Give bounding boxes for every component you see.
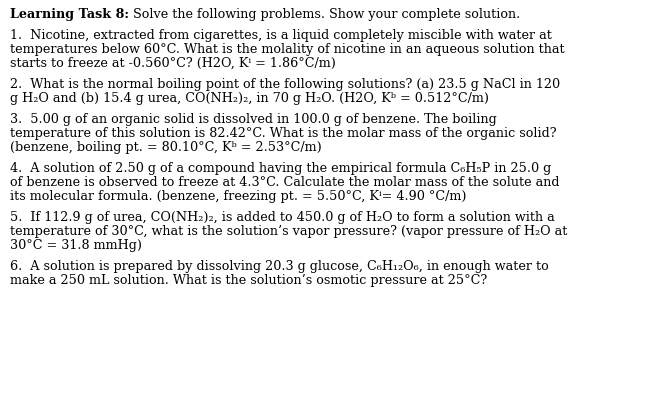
Text: make a 250 mL solution. What is the solution’s osmotic pressure at 25°C?: make a 250 mL solution. What is the solu…: [10, 274, 487, 287]
Text: 1.  Nicotine, extracted from cigarettes, is a liquid completely miscible with wa: 1. Nicotine, extracted from cigarettes, …: [10, 29, 552, 42]
Text: starts to freeze at -0.560°C? (H2O, Kⁱ = 1.86°C/m): starts to freeze at -0.560°C? (H2O, Kⁱ =…: [10, 57, 336, 70]
Text: of benzene is observed to freeze at 4.3°C. Calculate the molar mass of the solut: of benzene is observed to freeze at 4.3°…: [10, 176, 560, 189]
Text: temperature of this solution is 82.42°C. What is the molar mass of the organic s: temperature of this solution is 82.42°C.…: [10, 127, 557, 140]
Text: 5.  If 112.9 g of urea, CO(NH₂)₂, is added to 450.0 g of H₂O to form a solution : 5. If 112.9 g of urea, CO(NH₂)₂, is adde…: [10, 211, 555, 224]
Text: Learning Task 8:: Learning Task 8:: [10, 8, 129, 21]
Text: temperatures below 60°C. What is the molality of nicotine in an aqueous solution: temperatures below 60°C. What is the mol…: [10, 43, 564, 56]
Text: 30°C = 31.8 mmHg): 30°C = 31.8 mmHg): [10, 239, 142, 252]
Text: (benzene, boiling pt. = 80.10°C, Kᵇ = 2.53°C/m): (benzene, boiling pt. = 80.10°C, Kᵇ = 2.…: [10, 141, 322, 154]
Text: g H₂O and (b) 15.4 g urea, CO(NH₂)₂, in 70 g H₂O. (H2O, Kᵇ = 0.512°C/m): g H₂O and (b) 15.4 g urea, CO(NH₂)₂, in …: [10, 92, 489, 105]
Text: 4.  A solution of 2.50 g of a compound having the empirical formula C₆H₅P in 25.: 4. A solution of 2.50 g of a compound ha…: [10, 162, 551, 175]
Text: 3.  5.00 g of an organic solid is dissolved in 100.0 g of benzene. The boiling: 3. 5.00 g of an organic solid is dissolv…: [10, 113, 497, 126]
Text: temperature of 30°C, what is the solution’s vapor pressure? (vapor pressure of H: temperature of 30°C, what is the solutio…: [10, 225, 568, 238]
Text: 6.  A solution is prepared by dissolving 20.3 g glucose, C₆H₁₂O₆, in enough wate: 6. A solution is prepared by dissolving …: [10, 260, 549, 273]
Text: Solve the following problems. Show your complete solution.: Solve the following problems. Show your …: [129, 8, 520, 21]
Text: its molecular formula. (benzene, freezing pt. = 5.50°C, Kⁱ= 4.90 °C/m): its molecular formula. (benzene, freezin…: [10, 190, 466, 203]
Text: 2.  What is the normal boiling point of the following solutions? (a) 23.5 g NaCl: 2. What is the normal boiling point of t…: [10, 78, 560, 91]
